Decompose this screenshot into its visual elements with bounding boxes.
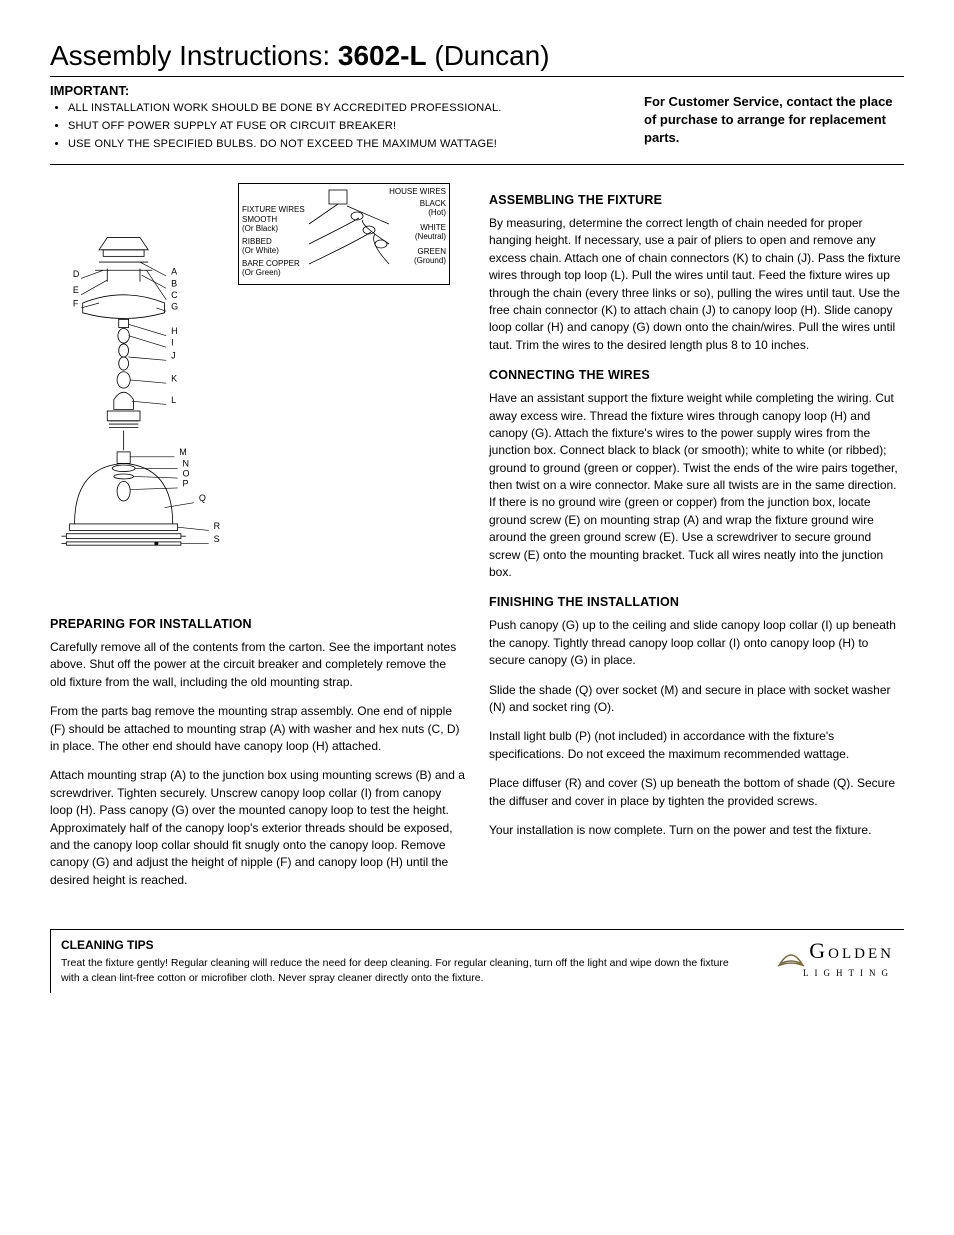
wire-label: SMOOTH — [242, 215, 277, 224]
title-suffix: (Duncan) — [427, 40, 550, 71]
part-label-M: M — [179, 447, 187, 457]
wire-label: BLACK — [420, 199, 446, 208]
connecting-para: Have an assistant support the fixture we… — [489, 390, 904, 581]
part-label-J: J — [171, 351, 176, 361]
logo-main: Golden — [809, 938, 894, 963]
wire-label: GREEN — [418, 247, 446, 256]
important-bullet: ALL INSTALLATION WORK SHOULD BE DONE BY … — [68, 102, 644, 114]
wire-sub: (Hot) — [428, 208, 446, 217]
part-label-H: H — [171, 326, 178, 336]
page-title: Assembly Instructions: 3602-L (Duncan) — [50, 40, 904, 77]
part-label-E: E — [73, 285, 79, 295]
part-label-Q: Q — [199, 493, 206, 503]
fixture-wires-heading: FIXTURE WIRES — [242, 206, 305, 215]
assembling-heading: ASSEMBLING THE FIXTURE — [489, 193, 904, 207]
important-block: IMPORTANT: ALL INSTALLATION WORK SHOULD … — [50, 83, 904, 165]
diagram-area: D A E B F CG HIJ K L MNOPQ RS FIXTURE WIRES SMOOTH… — [50, 183, 465, 603]
part-label-P: P — [183, 478, 189, 488]
service-note: For Customer Service, contact the place … — [644, 83, 904, 156]
right-column: ASSEMBLING THE FIXTURE By measuring, det… — [489, 179, 904, 901]
part-label-F: F — [73, 298, 79, 308]
preparing-para: Attach mounting strap (A) to the junctio… — [50, 767, 465, 889]
assembling-para: By measuring, determine the correct leng… — [489, 215, 904, 354]
cleaning-heading: CLEANING TIPS — [61, 938, 732, 952]
cleaning-box: CLEANING TIPS Treat the fixture gently! … — [50, 929, 904, 993]
wire-label: RIBBED — [242, 237, 272, 246]
brand-logo: Golden LIGHTING — [732, 938, 894, 978]
house-wires-heading: HOUSE WIRES — [389, 188, 446, 197]
important-heading: IMPORTANT: — [50, 83, 644, 98]
wire-label: BARE COPPER — [242, 259, 300, 268]
wire-sub: (Or Green) — [242, 268, 281, 277]
important-bullet: USE ONLY THE SPECIFIED BULBS. DO NOT EXC… — [68, 138, 644, 150]
wire-label: WHITE — [420, 223, 446, 232]
title-model: 3602-L — [338, 40, 427, 71]
wiring-diagram: FIXTURE WIRES SMOOTH(Or Black) RIBBED(Or… — [238, 183, 450, 285]
left-column: D A E B F CG HIJ K L MNOPQ RS FIXTURE WIRES SMOOTH… — [50, 179, 465, 901]
finishing-para: Place diffuser (R) and cover (S) up bene… — [489, 775, 904, 810]
wire-sub: (Neutral) — [415, 232, 446, 241]
part-label-R: R — [214, 521, 221, 531]
important-list: ALL INSTALLATION WORK SHOULD BE DONE BY … — [68, 102, 644, 150]
cleaning-body: Treat the fixture gently! Regular cleani… — [61, 956, 732, 985]
connecting-heading: CONNECTING THE WIRES — [489, 368, 904, 382]
fixture-diagram: D A E B F CG HIJ K L MNOPQ RS — [50, 183, 230, 603]
important-left: IMPORTANT: ALL INSTALLATION WORK SHOULD … — [50, 83, 644, 156]
finishing-heading: FINISHING THE INSTALLATION — [489, 595, 904, 609]
finishing-para: Install light bulb (P) (not included) in… — [489, 728, 904, 763]
logo-sub: LIGHTING — [744, 968, 894, 978]
important-bullet: SHUT OFF POWER SUPPLY AT FUSE OR CIRCUIT… — [68, 120, 644, 132]
wire-sub: (Or Black) — [242, 224, 278, 233]
part-label-C: C — [171, 290, 178, 300]
finishing-para: Your installation is now complete. Turn … — [489, 822, 904, 839]
part-label-K: K — [171, 374, 177, 384]
part-label-L: L — [171, 395, 176, 405]
part-label-N: N — [183, 459, 190, 469]
wire-sub: (Or White) — [242, 246, 279, 255]
preparing-para: From the parts bag remove the mounting s… — [50, 703, 465, 755]
wire-sub: (Ground) — [414, 256, 446, 265]
finishing-para: Slide the shade (Q) over socket (M) and … — [489, 682, 904, 717]
logo-icon — [776, 942, 806, 968]
main-columns: D A E B F CG HIJ K L MNOPQ RS FIXTURE WIRES SMOOTH… — [50, 179, 904, 901]
finishing-para: Push canopy (G) up to the ceiling and sl… — [489, 617, 904, 669]
part-label-A: A — [171, 266, 177, 276]
part-label-I: I — [171, 338, 174, 348]
part-label-B: B — [171, 279, 177, 289]
preparing-heading: PREPARING FOR INSTALLATION — [50, 617, 465, 631]
title-prefix: Assembly Instructions: — [50, 40, 338, 71]
part-label-S: S — [214, 534, 220, 544]
part-label-D: D — [73, 269, 80, 279]
preparing-para: Carefully remove all of the contents fro… — [50, 639, 465, 691]
part-label-O: O — [183, 468, 190, 478]
part-label-G: G — [171, 302, 178, 312]
